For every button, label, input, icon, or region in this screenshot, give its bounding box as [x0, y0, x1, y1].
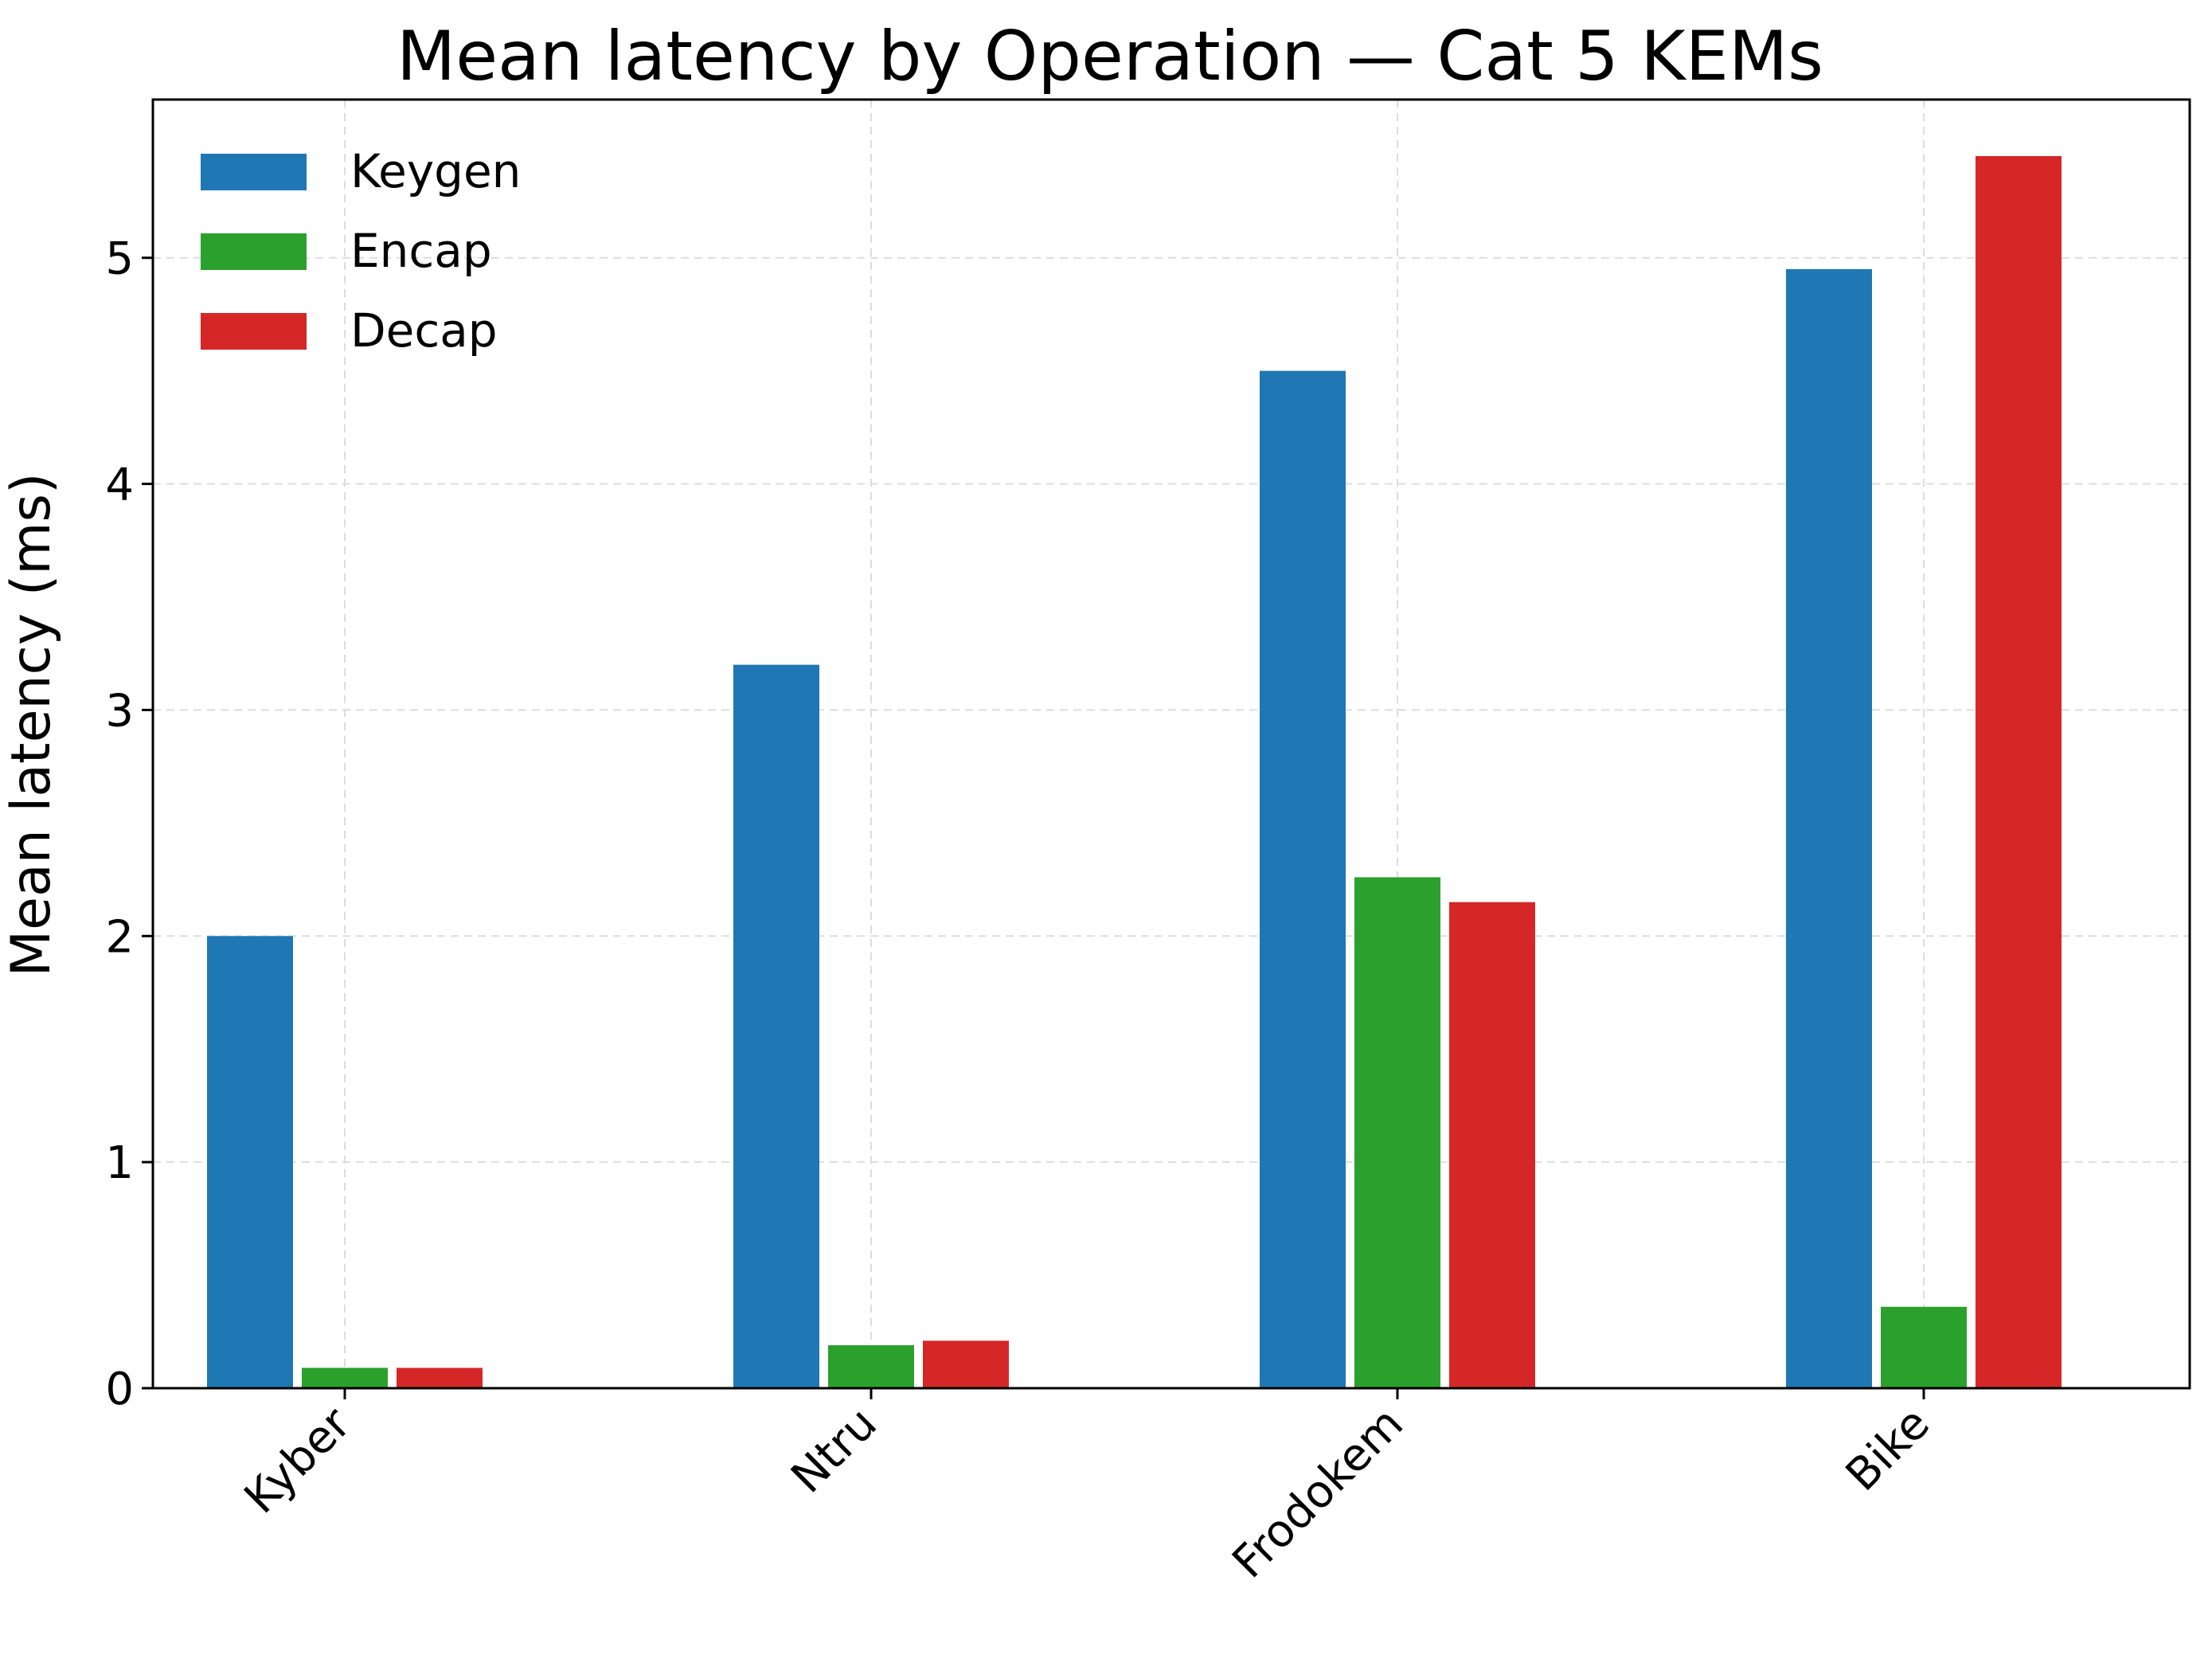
y-tick-label: 2: [105, 911, 134, 963]
bar-encap-ntru: [828, 1345, 914, 1388]
bar-encap-bike: [1881, 1306, 1967, 1388]
legend-label-decap: Decap: [350, 303, 498, 358]
bar-decap-frodokem: [1449, 902, 1535, 1388]
bar-keygen-ntru: [733, 664, 819, 1388]
bar-encap-kyber: [302, 1367, 388, 1388]
bar-decap-ntru: [923, 1340, 1009, 1388]
bar-keygen-kyber: [207, 936, 293, 1388]
x-axis-ticks: Kyber Ntru Frodokem Bike: [235, 1388, 1940, 1588]
x-tick-label: Bike: [1836, 1398, 1940, 1501]
legend-label-keygen: Keygen: [350, 144, 521, 198]
y-tick-label: 5: [105, 233, 134, 285]
x-tick-label: Ntru: [781, 1398, 886, 1503]
plot-frame: [151, 98, 2191, 1390]
y-tick-label: 1: [105, 1137, 134, 1189]
y-tick-label: 3: [105, 685, 134, 737]
bar-keygen-frodokem: [1260, 370, 1346, 1388]
legend-swatch-decap: [201, 313, 307, 350]
legend-swatch-keygen: [201, 154, 307, 190]
x-tick-label: Frodokem: [1223, 1398, 1413, 1588]
bar-keygen-bike: [1786, 268, 1872, 1388]
x-tick-label: Kyber: [235, 1397, 362, 1524]
bar-encap-frodokem: [1354, 877, 1440, 1388]
y-tick-label: 0: [105, 1364, 134, 1415]
chart-title: Mean latency by Operation — Cat 5 KEMs: [397, 17, 1823, 96]
legend-swatch-encap: [201, 233, 307, 270]
bars: [207, 155, 2062, 1389]
legend: Keygen Encap Decap: [201, 144, 521, 358]
grid-lines: [153, 100, 2190, 1389]
y-axis-label: Mean latency (ms): [0, 472, 63, 976]
bar-decap-kyber: [397, 1367, 483, 1388]
bar-decap-bike: [1976, 155, 2062, 1389]
y-axis-ticks: 0 1 2 3 4 5: [105, 233, 153, 1415]
y-tick-label: 4: [105, 460, 134, 511]
legend-label-encap: Encap: [350, 224, 492, 278]
